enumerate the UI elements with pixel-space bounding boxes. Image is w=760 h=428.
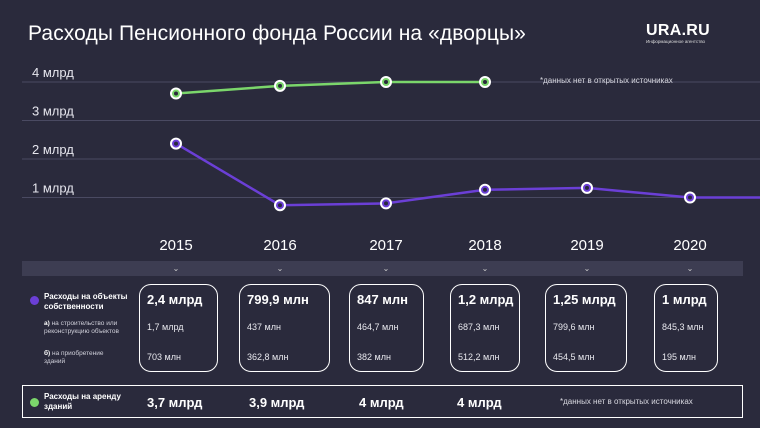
y-tick-label: 4 млрд	[32, 65, 74, 80]
y-tick-label: 3 млрд	[32, 104, 74, 119]
row1-sub-b-prefix: б)	[44, 350, 51, 357]
x-tick-label: 2016	[263, 237, 296, 254]
page-title: Расходы Пенсионного фонда России на «дво…	[28, 22, 526, 45]
year-card	[654, 284, 718, 372]
card-value-b: 703 млн	[147, 352, 181, 362]
note-bottom: *данных нет в открытых источниках	[560, 397, 693, 406]
card-total: 799,9 млн	[247, 292, 309, 307]
logo-main-text: URA.RU	[646, 22, 711, 39]
year-card	[239, 284, 330, 372]
green-legend-dot	[30, 398, 39, 407]
card-value-a: 799,6 млн	[553, 322, 595, 332]
card-value-b: 362,8 млн	[247, 352, 289, 362]
year-card	[545, 284, 627, 372]
chevron-down-icon: ⌄	[583, 264, 591, 273]
card-total: 1,2 млрд	[458, 292, 514, 307]
logo-sub-text: Информационное агентство	[646, 39, 706, 44]
row1-sub-a-prefix: а)	[44, 320, 50, 327]
data-point-center	[483, 187, 487, 192]
card-value-a: 1,7 млрд	[147, 322, 184, 332]
data-point-center	[384, 80, 388, 84]
year-card	[349, 284, 424, 372]
rent-row-box	[22, 385, 743, 418]
card-total: 847 млн	[357, 292, 409, 307]
card-value-a: 845,3 млн	[662, 322, 704, 332]
y-tick-label: 2 млрд	[32, 142, 74, 157]
card-value-a: 437 млн	[247, 322, 281, 332]
card-total: 2,4 млрд	[147, 292, 203, 307]
row2-label: Расходы на аренду зданий	[44, 392, 121, 411]
series-line-green	[175, 80, 485, 95]
row1-sub-b-text: на приобретение зданий	[44, 350, 104, 365]
data-point-center	[278, 203, 282, 208]
row1-sub-a: а) на строительство или реконструкцию об…	[44, 320, 136, 336]
row1-label: Расходы на объекты собственности	[44, 292, 128, 311]
years-band	[22, 261, 743, 276]
purple-legend-dot	[30, 296, 39, 305]
card-value-b: 512,2 млн	[458, 352, 500, 362]
data-point-center	[384, 201, 388, 206]
row1-sub-b: б) на приобретение зданий	[44, 350, 124, 366]
note-top: *данных нет в открытых источниках	[540, 76, 673, 85]
row1-sub-a-text: на строительство или реконструкцию объек…	[44, 320, 119, 335]
data-point-center	[278, 83, 282, 88]
chevron-down-icon: ⌄	[382, 264, 390, 273]
rent-value: 3,9 млрд	[249, 395, 305, 410]
card-value-b: 454,5 млн	[553, 352, 595, 362]
data-point-center	[585, 185, 589, 190]
x-tick-label: 2015	[159, 237, 192, 254]
line-chart: 1 млрд 2 млрд 3 млрд 4 млрд 2015 2016 2017 2018…	[22, 65, 760, 254]
chevron-down-icon: ⌄	[276, 264, 284, 273]
year-card	[450, 284, 520, 372]
card-total: 1 млрд	[662, 292, 707, 307]
rent-value: 4 млрд	[359, 395, 404, 410]
chevron-down-icon: ⌄	[172, 264, 180, 273]
rent-value: 3,7 млрд	[147, 395, 203, 410]
card-value-b: 382 млн	[357, 352, 391, 362]
series-line-purple	[175, 142, 760, 207]
year-card	[139, 284, 218, 372]
chevron-down-icon: ⌄	[481, 264, 489, 273]
x-tick-label: 2017	[369, 237, 402, 254]
card-value-a: 687,3 млн	[458, 322, 500, 332]
rent-value: 4 млрд	[457, 395, 502, 410]
x-tick-label: 2020	[673, 237, 706, 254]
data-point-center	[688, 195, 692, 200]
card-value-a: 464,7 млн	[357, 322, 399, 332]
y-tick-label: 1 млрд	[32, 181, 74, 196]
data-point-center	[483, 80, 487, 84]
chevron-down-icon: ⌄	[686, 264, 694, 273]
card-total: 1,25 млрд	[553, 292, 616, 307]
ura-logo: URA.RU Информационное агентство	[646, 22, 710, 44]
card-value-b: 195 млн	[662, 352, 696, 362]
data-point-center	[174, 141, 178, 146]
x-tick-label: 2019	[570, 237, 603, 254]
x-tick-label: 2018	[468, 237, 501, 254]
data-point-center	[174, 91, 178, 96]
